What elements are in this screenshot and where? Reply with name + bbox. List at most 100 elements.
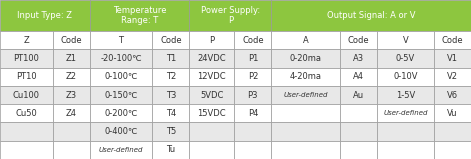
Text: PT10: PT10 (16, 72, 37, 81)
Bar (189, 141, 234, 159)
Bar (377, 31, 434, 49)
Bar (271, 0, 471, 31)
Bar (271, 68, 340, 86)
Bar (0, 104, 53, 122)
Bar (0, 141, 53, 159)
Bar (153, 141, 189, 159)
Bar (340, 86, 377, 104)
Bar (340, 68, 377, 86)
Bar (89, 0, 189, 31)
Bar (234, 104, 271, 122)
Bar (434, 122, 471, 141)
Bar (340, 141, 377, 159)
Text: User-defined: User-defined (284, 92, 328, 98)
Text: T1: T1 (166, 54, 176, 63)
Bar (434, 86, 471, 104)
Bar (377, 49, 434, 68)
Text: 0-10V: 0-10V (393, 72, 418, 81)
Text: Cu100: Cu100 (13, 90, 40, 100)
Bar (153, 68, 189, 86)
Text: Temperature
Range: T: Temperature Range: T (113, 6, 166, 25)
Text: Z2: Z2 (65, 72, 77, 81)
Text: Au: Au (353, 90, 364, 100)
Bar (189, 49, 234, 68)
Text: V2: V2 (447, 72, 458, 81)
Bar (0, 31, 53, 49)
Text: 0-20ma: 0-20ma (290, 54, 322, 63)
Text: Vu: Vu (447, 109, 458, 118)
Bar (53, 141, 89, 159)
Text: Z: Z (24, 36, 29, 45)
Bar (153, 104, 189, 122)
Text: T4: T4 (166, 109, 176, 118)
Bar (434, 104, 471, 122)
Bar (377, 68, 434, 86)
Text: 15VDC: 15VDC (197, 109, 226, 118)
Bar (153, 49, 189, 68)
Bar (53, 104, 89, 122)
Bar (234, 68, 271, 86)
Text: User-defined: User-defined (99, 147, 143, 153)
Bar (189, 86, 234, 104)
Text: Code: Code (242, 36, 264, 45)
Text: 0-150℃: 0-150℃ (105, 90, 138, 100)
Bar (89, 141, 153, 159)
Bar (434, 31, 471, 49)
Bar (53, 68, 89, 86)
Text: -20-100℃: -20-100℃ (100, 54, 142, 63)
Bar (434, 49, 471, 68)
Bar (234, 86, 271, 104)
Text: 5VDC: 5VDC (200, 90, 224, 100)
Text: P2: P2 (248, 72, 258, 81)
Text: 1-5V: 1-5V (396, 90, 415, 100)
Text: V6: V6 (447, 90, 458, 100)
Bar (53, 86, 89, 104)
Text: P1: P1 (248, 54, 258, 63)
Text: P: P (209, 36, 214, 45)
Text: P4: P4 (248, 109, 258, 118)
Bar (234, 141, 271, 159)
Bar (53, 31, 89, 49)
Text: Input Type: Z: Input Type: Z (17, 11, 73, 20)
Text: Z3: Z3 (65, 90, 77, 100)
Bar (0, 68, 53, 86)
Bar (271, 86, 340, 104)
Bar (271, 122, 340, 141)
Bar (434, 141, 471, 159)
Bar (340, 122, 377, 141)
Bar (377, 141, 434, 159)
Text: Code: Code (60, 36, 82, 45)
Bar (189, 104, 234, 122)
Bar (377, 104, 434, 122)
Bar (234, 31, 271, 49)
Text: 0-200℃: 0-200℃ (105, 109, 138, 118)
Bar (153, 122, 189, 141)
Bar (89, 68, 153, 86)
Text: P3: P3 (248, 90, 258, 100)
Bar (153, 31, 189, 49)
Text: Tu: Tu (166, 145, 176, 154)
Bar (189, 0, 271, 31)
Bar (53, 49, 89, 68)
Text: A: A (303, 36, 309, 45)
Text: A3: A3 (353, 54, 364, 63)
Bar (0, 49, 53, 68)
Text: T: T (119, 36, 123, 45)
Bar (189, 31, 234, 49)
Bar (271, 141, 340, 159)
Bar (0, 86, 53, 104)
Bar (89, 104, 153, 122)
Bar (340, 31, 377, 49)
Bar (89, 86, 153, 104)
Bar (340, 104, 377, 122)
Bar (189, 122, 234, 141)
Text: 12VDC: 12VDC (197, 72, 226, 81)
Text: V1: V1 (447, 54, 458, 63)
Bar (153, 86, 189, 104)
Text: Code: Code (348, 36, 369, 45)
Bar (271, 49, 340, 68)
Text: T2: T2 (166, 72, 176, 81)
Text: 0-100℃: 0-100℃ (105, 72, 138, 81)
Bar (53, 122, 89, 141)
Text: Output Signal: A or V: Output Signal: A or V (327, 11, 415, 20)
